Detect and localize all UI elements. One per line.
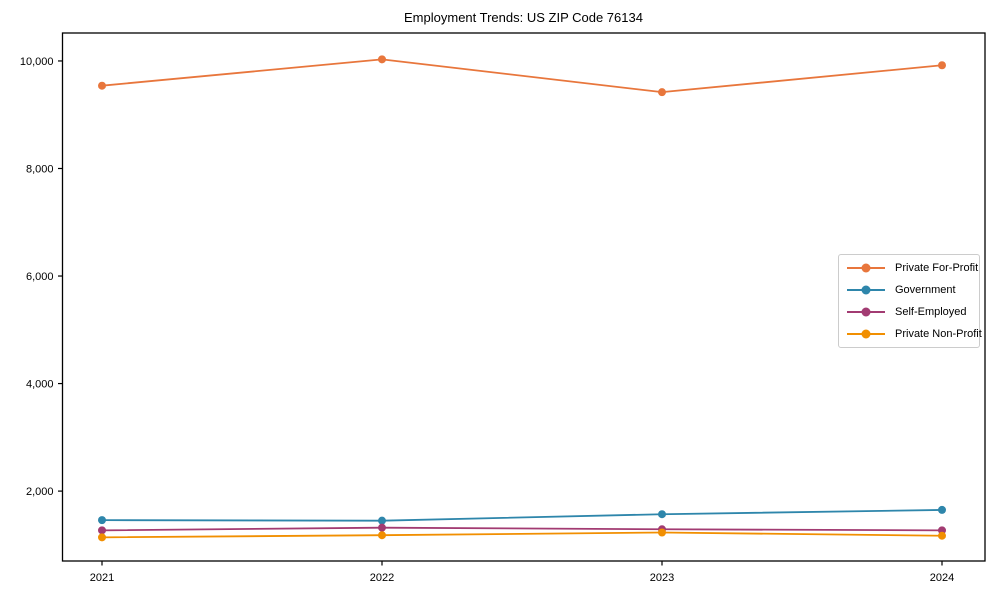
data-point-private-non-profit	[658, 528, 666, 537]
data-point-government	[658, 510, 666, 519]
y-tick-label: 6,000	[26, 271, 54, 283]
legend-marker-icon	[847, 263, 885, 273]
data-point-government	[378, 516, 386, 525]
data-point-private-for-profit	[98, 81, 106, 90]
data-point-private-non-profit	[98, 533, 106, 542]
x-tick-label: 2023	[650, 572, 674, 584]
series-line-self-employed	[101, 526, 943, 532]
chart-title: Employment Trends: US ZIP Code 76134	[404, 10, 643, 25]
legend-marker-icon	[847, 285, 885, 295]
legend: Private For-Profit Government Self-Emplo…	[838, 254, 982, 348]
y-tick-label: 4,000	[26, 378, 54, 390]
legend-label: Private For-Profit	[895, 262, 979, 274]
series-line-government	[101, 509, 943, 522]
legend-marker-icon	[847, 307, 885, 317]
data-point-private-for-profit	[938, 61, 946, 70]
data-point-self-employed	[98, 526, 106, 535]
legend-item: Private For-Profit	[839, 257, 979, 279]
y-tick-label: 10,000	[20, 56, 54, 68]
y-tick-label: 8,000	[26, 163, 54, 175]
x-tick-label: 2021	[90, 572, 114, 584]
legend-label: Private Non-Profit	[895, 328, 982, 340]
x-tick-label: 2022	[370, 572, 394, 584]
legend-label: Self-Employed	[895, 306, 967, 318]
legend-item: Private Non-Profit	[839, 323, 982, 345]
legend-item: Government	[839, 279, 979, 301]
data-point-private-for-profit	[658, 88, 666, 97]
plot-border	[61, 32, 986, 562]
series-line-private-for-profit	[101, 58, 943, 94]
data-point-private-non-profit	[378, 531, 386, 540]
legend-label: Government	[895, 284, 956, 296]
data-point-government	[98, 516, 106, 525]
series-line-private-non-profit	[101, 531, 943, 539]
data-point-self-employed	[378, 523, 386, 532]
legend-marker-icon	[847, 329, 885, 339]
legend-item: Self-Employed	[839, 301, 979, 323]
data-point-government	[938, 505, 946, 514]
y-tick-label: 2,000	[26, 486, 54, 498]
data-point-private-non-profit	[938, 531, 946, 540]
x-tick-label: 2024	[930, 572, 954, 584]
data-point-private-for-profit	[378, 55, 386, 64]
